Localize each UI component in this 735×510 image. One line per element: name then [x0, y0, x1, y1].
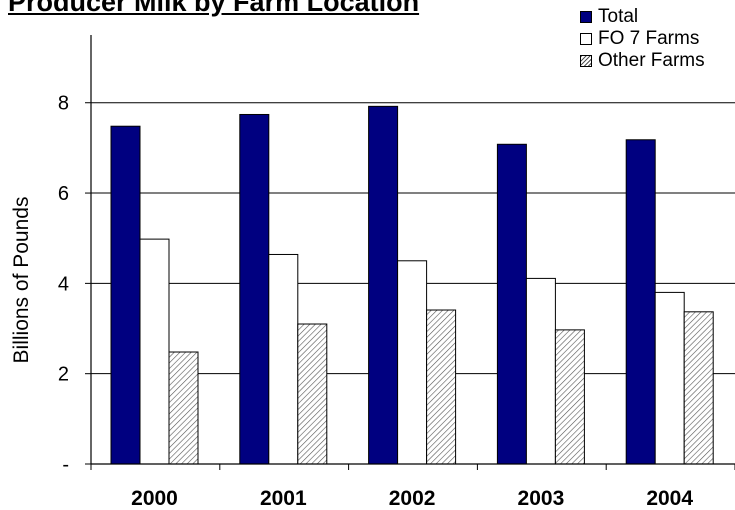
legend-item-other-farms: Other Farms: [580, 50, 705, 72]
legend-swatch-fo7-farms: [580, 33, 592, 45]
bar-other-farms-2003: [554, 329, 585, 465]
legend-swatch-total: [580, 11, 592, 23]
legend: Total FO 7 Farms Other Farms: [580, 6, 705, 72]
bar-fo-7-farms-2003: [525, 277, 556, 465]
y-tick-label: 4: [58, 273, 69, 295]
chart-title: Producer Milk by Farm Location: [8, 0, 420, 17]
legend-item-fo7-farms: FO 7 Farms: [580, 28, 705, 50]
legend-label-other-farms: Other Farms: [598, 50, 705, 71]
bar-total-2003: [496, 143, 527, 465]
legend-label-fo7-farms: FO 7 Farms: [598, 28, 700, 49]
bar-fo-7-farms-2000: [139, 238, 170, 465]
legend-swatch-other-farms: [580, 55, 592, 67]
bars: [110, 105, 714, 465]
bar-fo-7-farms-2002: [397, 260, 428, 465]
bar-fo-7-farms-2004: [654, 291, 685, 465]
bar-total-2001: [239, 113, 270, 465]
axes: - 2 4 6 8 2000 2001 2002 2003 2004: [58, 35, 735, 510]
bar-total-2000: [110, 125, 141, 465]
y-tick-label: 2: [58, 364, 69, 386]
legend-item-total: Total: [580, 6, 705, 28]
y-axis-label: Billions of Pounds: [10, 197, 33, 364]
bar-total-2002: [368, 105, 399, 465]
x-tick-label: 2001: [260, 487, 307, 510]
y-tick-label: 8: [58, 93, 69, 115]
x-tick-label: 2003: [518, 487, 565, 510]
bar-other-farms-2000: [168, 351, 199, 465]
y-tick-label: -: [62, 454, 69, 476]
bar-other-farms-2001: [297, 323, 328, 465]
bar-fo-7-farms-2001: [268, 253, 299, 465]
bar-total-2004: [625, 139, 656, 465]
bar-other-farms-2002: [426, 309, 457, 465]
x-tick-label: 2004: [646, 487, 693, 510]
x-tick-label: 2000: [131, 487, 178, 510]
y-tick-label: 6: [58, 183, 69, 205]
x-tick-label: 2002: [389, 487, 436, 510]
bar-other-farms-2004: [683, 311, 714, 465]
legend-label-total: Total: [598, 6, 639, 27]
